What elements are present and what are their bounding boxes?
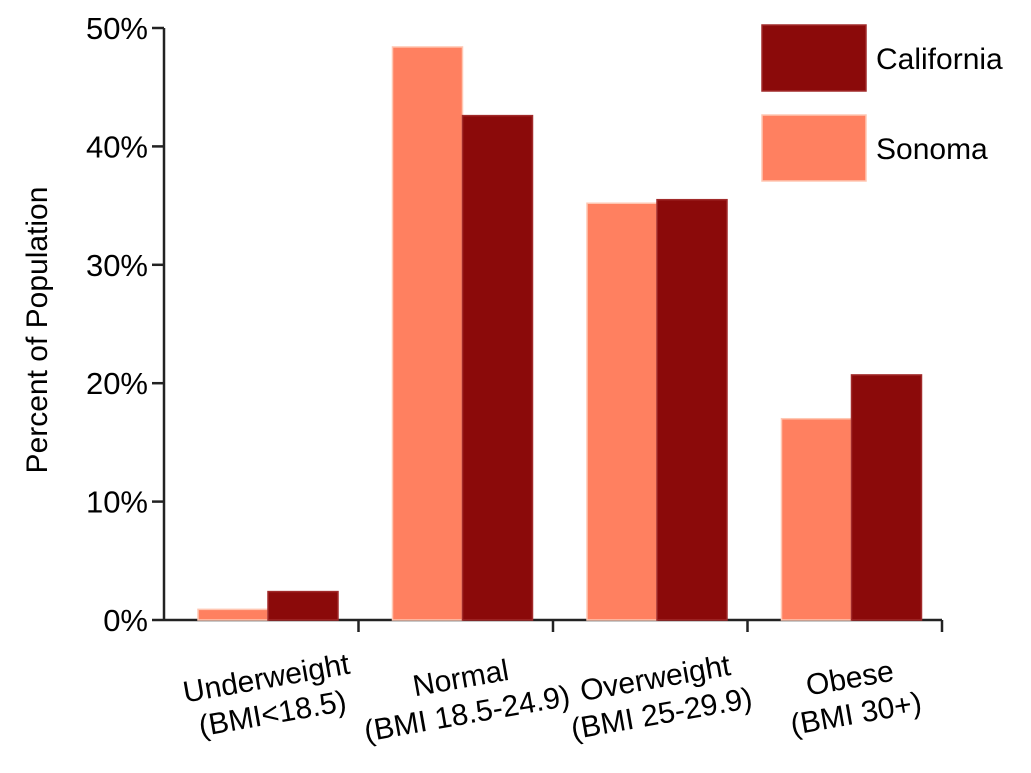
bar-sonoma-2 xyxy=(586,202,658,621)
bar-sonoma-0 xyxy=(197,608,269,621)
bar-california-0 xyxy=(267,590,339,621)
x-tick-label: Overweight(BMI 25-29.9) xyxy=(568,649,754,746)
bar-california-2 xyxy=(656,198,728,621)
y-tick-label: 20% xyxy=(86,366,148,401)
bar-sonoma-3 xyxy=(780,417,853,621)
legend-label-sonoma: Sonoma xyxy=(876,133,988,166)
x-tick-label: Normal(BMI 18.5-24.9) xyxy=(362,654,573,748)
y-axis-label: Percent of Population xyxy=(21,187,54,474)
x-tick-label: Obese(BMI 30+) xyxy=(788,655,924,742)
y-tick-label: 10% xyxy=(86,485,148,520)
x-tick-label: Underweight(BMI<18.5) xyxy=(181,648,353,744)
y-tick-label: 30% xyxy=(86,248,148,283)
legend-label-california: California xyxy=(876,43,1003,76)
legend-swatch-sonoma xyxy=(761,114,867,182)
y-tick-label: 0% xyxy=(103,603,148,638)
bars xyxy=(197,46,923,621)
legend: California Sonoma xyxy=(761,24,1003,182)
y-tick-label: 50% xyxy=(86,11,148,46)
bar-sonoma-1 xyxy=(391,46,464,621)
bar-california-3 xyxy=(850,374,923,621)
y-tick-label: 40% xyxy=(86,129,148,164)
legend-swatch-california xyxy=(761,24,867,92)
bar-california-1 xyxy=(461,114,534,621)
